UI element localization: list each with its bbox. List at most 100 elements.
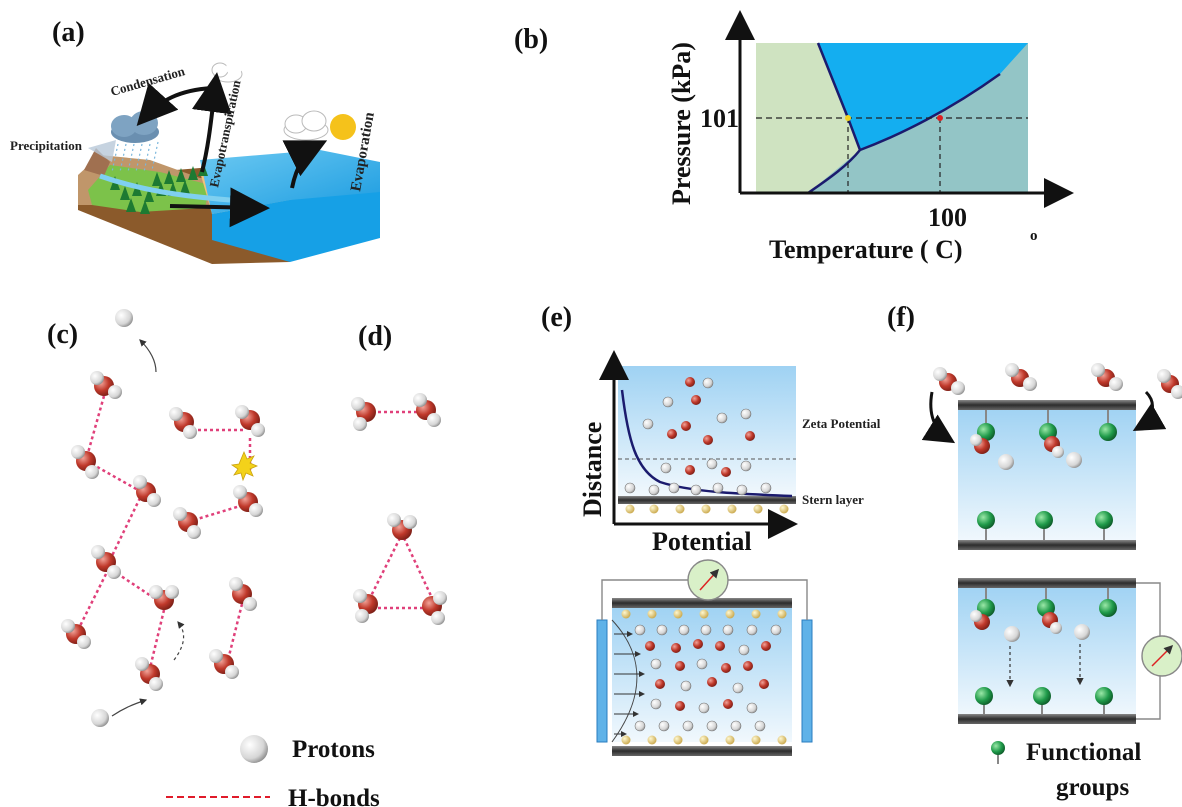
small-cloud-icon [211, 61, 243, 83]
water-molecule [229, 577, 257, 611]
ytick-101: 101 [700, 104, 739, 133]
river [99, 173, 231, 203]
panel-a: (a) [10, 17, 380, 264]
panel-d: (d) [351, 321, 447, 625]
flow-arrows [614, 631, 645, 737]
boiling-point [937, 115, 943, 121]
stern-plate [618, 496, 796, 504]
water-molecule [169, 407, 197, 439]
left-electrode [596, 619, 608, 743]
water-molecule [91, 545, 121, 579]
water-molecule [422, 591, 447, 625]
panel-c: (c) [47, 309, 265, 727]
protons-legend-label: Protons [292, 736, 375, 763]
evapotranspiration-arrow [191, 72, 232, 173]
functional-legend-label: Functional [1026, 739, 1141, 766]
panel-d-label: (d) [358, 321, 392, 352]
zeta-potential-label: Zeta Potential [802, 416, 881, 431]
adsorbed-water [970, 434, 1064, 458]
f-meter-icon [1141, 635, 1182, 677]
proton-hop-arrow [111, 698, 148, 717]
hbonds-legend-label: H-bonds [288, 785, 380, 807]
upper-bottom-plate [958, 540, 1136, 550]
h-bond-ring [368, 537, 434, 610]
legend-f: Functional groups [991, 739, 1141, 801]
sun-cloud-icon [283, 110, 356, 141]
sublimation-curve [807, 149, 861, 195]
water-molecule [173, 507, 201, 539]
functional-group-legend-icon [991, 741, 1005, 755]
adsorbed-water-lower [970, 610, 1062, 634]
stern-layer-label: Stern layer [802, 492, 864, 507]
circuit-wire [601, 579, 808, 620]
panel-f-label: (f) [887, 302, 915, 333]
water-molecule [61, 619, 91, 649]
water-molecule [235, 405, 265, 437]
functional-groups-lower [975, 588, 1117, 714]
water-molecule [233, 485, 263, 517]
panel-c-label: (c) [47, 319, 78, 350]
lower-top-plate [958, 578, 1136, 588]
melting-point [845, 115, 851, 121]
proton [1074, 624, 1090, 640]
meter-icon [687, 559, 729, 601]
proton [1066, 452, 1082, 468]
runoff-arrow [169, 187, 270, 228]
right-curved-arrow [1132, 390, 1167, 431]
x-axis-label: Temperature ( C) [769, 235, 963, 264]
h-bond-lines [76, 395, 252, 669]
bond-break-icon [230, 450, 259, 482]
water-molecule [135, 657, 163, 691]
water-molecule [90, 371, 122, 399]
water-molecule [71, 445, 99, 479]
legend-c: Protons H-bonds [166, 735, 380, 807]
evaporation-arrow [282, 140, 328, 189]
incoming-water [933, 363, 1182, 399]
bottom-plate [612, 746, 792, 756]
water-molecule [209, 649, 239, 679]
panel-e: (e) Distance Potential Zeta Potential St… [541, 302, 881, 756]
precipitation-wedge [88, 140, 116, 162]
water-molecule [133, 475, 161, 507]
xtick-100: 100 [928, 203, 967, 232]
e-y-axis-label: Distance [578, 422, 607, 517]
boiling-curve [859, 72, 1001, 152]
f-circuit-wire [1136, 582, 1161, 720]
lower-bottom-plate [958, 714, 1136, 724]
proton [115, 309, 133, 327]
groups-legend-label: groups [1056, 774, 1129, 801]
water-molecule [351, 397, 376, 431]
water-molecule [387, 513, 417, 540]
degree-symbol: o [1030, 228, 1038, 244]
flow-profile [611, 619, 638, 743]
panel-f: (f) [887, 302, 1182, 724]
water-molecule [413, 393, 441, 427]
panel-b-label: (b) [514, 24, 548, 55]
y-axis-label: Pressure (kPa) [667, 42, 696, 205]
e-x-axis-label: Potential [652, 527, 752, 556]
liquid-region [818, 43, 1028, 150]
water-molecules [61, 371, 265, 691]
top-plate [612, 598, 792, 608]
proton [1004, 626, 1020, 642]
right-electrode [801, 619, 813, 743]
proton-legend-icon [240, 735, 268, 763]
channel-ions [621, 609, 787, 745]
water-molecule [353, 589, 378, 623]
upper-top-plate [958, 400, 1136, 410]
functional-groups-upper [977, 410, 1117, 540]
panel-a-label: (a) [52, 17, 85, 48]
proton-hop-arrow [173, 621, 185, 661]
precipitation-label: Precipitation [10, 138, 83, 153]
proton-hop-arrow [139, 339, 157, 373]
water-molecule [149, 585, 179, 610]
mountain [84, 148, 110, 176]
left-curved-arrow [921, 391, 956, 444]
surface-charges [625, 504, 789, 514]
ions-upper [624, 377, 772, 496]
panel-e-label: (e) [541, 302, 572, 333]
proton [998, 454, 1014, 470]
panel-b: (b) 101 100 Pressure (kPa) Temperature (… [514, 10, 1074, 264]
proton [91, 709, 109, 727]
